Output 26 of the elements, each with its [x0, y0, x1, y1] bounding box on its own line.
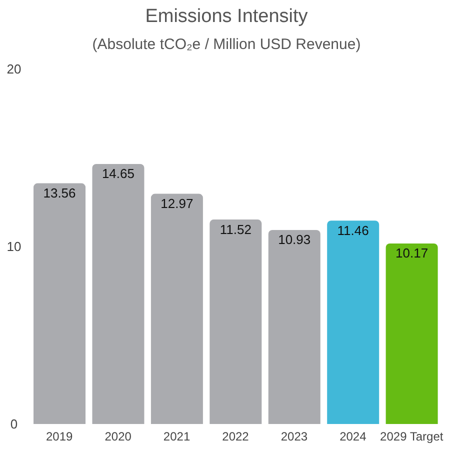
- x-tick-label: 2020: [104, 430, 132, 444]
- data-label: 11.52: [220, 222, 252, 237]
- x-tick-label: 2023: [280, 430, 308, 444]
- data-label: 10.93: [278, 232, 311, 248]
- x-tick-label: 2021: [163, 430, 190, 444]
- bar: [34, 183, 86, 424]
- data-label: 10.17: [396, 246, 428, 261]
- x-tick-label: 2024: [340, 430, 367, 444]
- y-tick-label: 0: [10, 416, 18, 432]
- chart-subtitle: (Absolute tCO₂e / Million USD Revenue): [91, 36, 362, 53]
- data-label: 13.56: [43, 186, 76, 201]
- data-label: 12.97: [160, 196, 194, 212]
- data-label: 14.65: [102, 166, 135, 182]
- x-tick-label: 2022: [222, 430, 250, 444]
- bar: [327, 220, 380, 424]
- data-label: 11.46: [337, 222, 369, 238]
- bar: [92, 164, 144, 424]
- bar: [210, 220, 262, 424]
- y-tick-label: 10: [6, 239, 22, 254]
- x-tick-label: 2029 Target: [380, 430, 444, 444]
- bar: [268, 230, 320, 424]
- y-tick-label: 20: [6, 62, 22, 77]
- bar: [386, 243, 438, 424]
- bar: [150, 194, 203, 424]
- x-tick-label: 2019: [46, 430, 74, 444]
- chart-title: Emissions Intensity: [144, 6, 309, 28]
